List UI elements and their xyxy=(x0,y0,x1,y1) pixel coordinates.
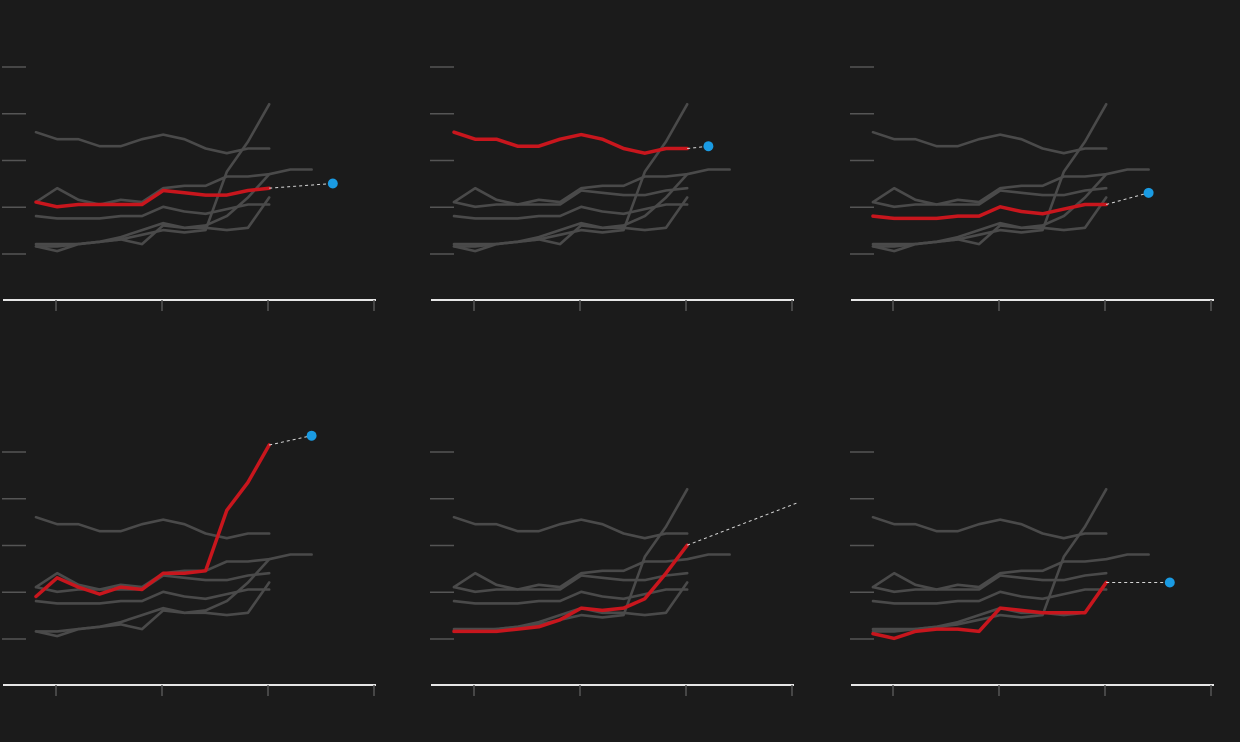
projection-point xyxy=(327,178,338,189)
projection-point xyxy=(306,430,317,441)
context-series-line xyxy=(452,196,689,248)
highlighted-series-line xyxy=(34,443,271,599)
context-series-line xyxy=(871,553,1150,591)
highlighted-series-line xyxy=(871,580,1108,641)
projection-point xyxy=(703,141,714,152)
context-series-line xyxy=(871,130,1108,155)
projection-dashed-line xyxy=(1106,192,1149,205)
context-series-line xyxy=(871,186,1108,209)
projection-point xyxy=(1143,187,1154,198)
context-series-line xyxy=(452,186,689,209)
context-series-line xyxy=(452,203,689,220)
context-series-line xyxy=(452,553,731,591)
context-series-line xyxy=(34,515,271,540)
context-series-line xyxy=(871,581,1108,633)
chart-panel-top-right xyxy=(850,66,1214,311)
chart-panel-top-left xyxy=(2,66,376,311)
context-series-line xyxy=(452,103,689,246)
chart-panel-bottom-center xyxy=(430,451,798,696)
highlighted-series-line xyxy=(34,186,271,209)
chart-panel-bottom-right xyxy=(850,451,1214,696)
context-series-line xyxy=(871,571,1108,594)
context-series-line xyxy=(871,103,1108,246)
context-series-line xyxy=(452,488,689,631)
context-series-line xyxy=(452,168,731,206)
highlighted-series-line xyxy=(452,543,689,634)
context-series-line xyxy=(452,515,689,540)
context-series-line xyxy=(452,571,689,594)
context-series-line xyxy=(871,588,1108,605)
chart-panel-bottom-left xyxy=(2,430,376,696)
context-series-line xyxy=(34,581,271,633)
context-series-line xyxy=(871,515,1108,540)
context-series-line xyxy=(34,168,313,206)
projection-point xyxy=(1164,577,1175,588)
context-series-line xyxy=(871,196,1108,248)
context-series-line xyxy=(34,103,271,246)
context-series-line xyxy=(452,581,689,633)
context-series-line xyxy=(34,588,271,605)
highlighted-series-line xyxy=(452,130,689,155)
chart-panel-top-center xyxy=(430,66,794,311)
context-series-line xyxy=(871,168,1150,206)
highlighted-series-line xyxy=(871,202,1108,221)
context-series-line xyxy=(34,196,271,248)
projection-dashed-line xyxy=(269,183,333,189)
context-series-line xyxy=(34,130,271,155)
context-series-line xyxy=(871,488,1108,631)
projection-dashed-line xyxy=(687,502,798,546)
context-series-line xyxy=(34,203,271,220)
projection-dashed-line xyxy=(269,435,312,446)
